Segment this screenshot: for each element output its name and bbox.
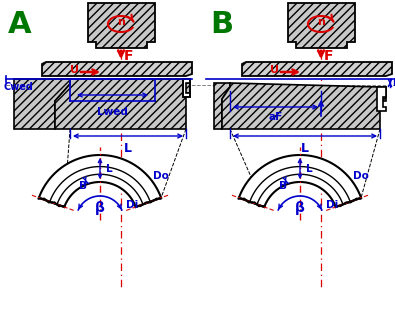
Text: F: F <box>124 49 134 63</box>
Text: n: n <box>117 17 125 27</box>
Polygon shape <box>183 79 190 97</box>
Text: aF: aF <box>268 112 283 122</box>
Text: Do: Do <box>353 171 369 181</box>
Polygon shape <box>14 79 70 129</box>
Text: B: B <box>79 181 87 191</box>
Text: Di: Di <box>326 200 338 210</box>
Polygon shape <box>39 155 161 207</box>
Text: Lwed: Lwed <box>97 107 128 117</box>
Text: Do: Do <box>153 171 169 181</box>
Polygon shape <box>88 3 155 48</box>
Polygon shape <box>55 79 190 129</box>
Text: n: n <box>317 17 325 27</box>
Text: L: L <box>301 142 309 155</box>
Polygon shape <box>288 3 355 48</box>
Polygon shape <box>222 83 386 129</box>
Text: Di: Di <box>126 200 138 210</box>
Text: L: L <box>106 164 113 174</box>
Text: F: F <box>324 49 333 63</box>
Text: U: U <box>70 65 79 75</box>
Polygon shape <box>242 62 392 76</box>
Text: B: B <box>279 181 287 191</box>
Text: A: A <box>8 10 32 39</box>
Polygon shape <box>214 83 230 129</box>
Text: L: L <box>306 164 312 174</box>
Text: β: β <box>95 201 105 215</box>
Text: L: L <box>124 142 132 155</box>
Text: U: U <box>270 65 279 75</box>
Text: β: β <box>295 201 305 215</box>
Text: hmin: hmin <box>392 78 395 88</box>
Polygon shape <box>42 62 192 76</box>
Text: B: B <box>210 10 233 39</box>
Polygon shape <box>239 155 361 207</box>
Polygon shape <box>377 87 386 111</box>
Text: Cwed: Cwed <box>3 82 33 92</box>
